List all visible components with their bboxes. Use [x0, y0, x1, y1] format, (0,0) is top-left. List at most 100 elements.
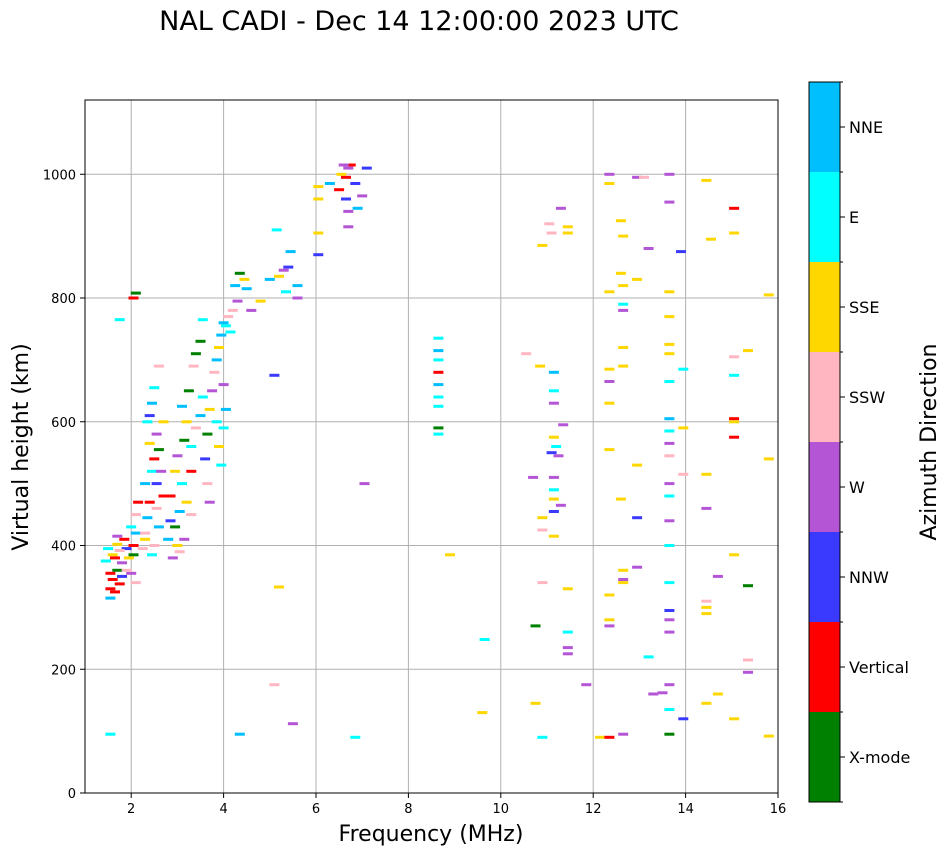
data-point: [186, 445, 197, 448]
data-point: [548, 435, 559, 439]
data-point: [712, 692, 723, 696]
data-point: [729, 717, 740, 721]
data-point: [269, 683, 280, 687]
data-point: [639, 175, 649, 179]
data-point: [712, 574, 723, 578]
data-point: [729, 420, 740, 424]
data-point: [343, 209, 354, 213]
data-point: [678, 426, 689, 430]
data-point: [537, 243, 548, 247]
y-tick-label: 1000: [43, 168, 76, 183]
data-point: [338, 163, 349, 167]
data-point: [172, 454, 183, 458]
colorbar-label: SSE: [849, 298, 879, 317]
data-point: [615, 219, 626, 223]
data-point: [130, 531, 141, 535]
data-point: [287, 722, 298, 726]
data-point: [562, 630, 573, 634]
data-point: [149, 457, 160, 461]
data-point: [165, 494, 176, 498]
x-tick-label: 14: [677, 802, 694, 817]
data-point: [142, 516, 153, 520]
data-point: [555, 206, 566, 210]
data-point: [128, 553, 139, 557]
colorbar-segment: [809, 262, 840, 352]
data-point: [632, 463, 643, 467]
data-point: [701, 178, 712, 182]
data-point: [632, 175, 643, 179]
data-point: [548, 488, 559, 492]
data-point: [729, 355, 740, 359]
colorbar-segment: [809, 622, 840, 712]
data-point: [140, 531, 151, 535]
data-point: [350, 735, 361, 739]
data-point: [151, 432, 162, 436]
data-point: [202, 482, 213, 486]
x-tick-label: 2: [127, 802, 135, 817]
data-point: [678, 367, 689, 371]
colorbar-label: SSW: [849, 388, 885, 407]
data-point: [555, 503, 566, 507]
data-point: [274, 585, 284, 589]
data-point: [643, 247, 654, 250]
data-point: [165, 519, 176, 523]
data-point: [156, 469, 167, 473]
colorbar-segment: [809, 352, 840, 442]
data-point: [158, 420, 169, 424]
data-point: [144, 500, 155, 504]
data-point: [183, 389, 194, 393]
data-point: [264, 277, 275, 281]
data-point: [604, 380, 615, 383]
data-point: [477, 711, 488, 715]
data-point: [528, 475, 539, 479]
data-point: [664, 618, 675, 622]
data-point: [664, 200, 675, 204]
data-point: [678, 717, 689, 721]
y-tick-label: 800: [51, 292, 76, 307]
data-point: [664, 315, 675, 319]
data-point: [604, 618, 615, 622]
data-point: [153, 525, 164, 529]
data-point: [186, 513, 197, 517]
data-points: [100, 163, 774, 739]
data-point: [218, 321, 229, 325]
plot-frame: [84, 99, 779, 794]
data-point: [209, 370, 220, 374]
data-point: [313, 253, 324, 257]
data-point: [140, 537, 151, 541]
data-point: [546, 451, 557, 455]
colorbar-segment: [809, 532, 840, 622]
data-point: [112, 534, 123, 538]
data-point: [292, 296, 303, 300]
data-point: [701, 701, 712, 705]
data-point: [197, 395, 208, 399]
data-point: [110, 556, 120, 560]
colorbar-segment: [809, 712, 840, 802]
data-point: [604, 735, 615, 739]
data-point: [701, 506, 712, 510]
data-point: [107, 578, 118, 581]
data-point: [433, 432, 444, 436]
data-point: [214, 445, 224, 448]
data-point: [537, 581, 548, 585]
data-point: [216, 333, 227, 337]
x-tick-label: 12: [585, 802, 602, 817]
data-point: [147, 469, 157, 473]
data-point: [158, 494, 169, 498]
data-point: [121, 547, 132, 551]
data-point: [117, 561, 127, 565]
data-point: [615, 497, 626, 501]
data-point: [548, 510, 559, 513]
data-point: [177, 404, 187, 408]
data-point: [618, 346, 629, 349]
data-point: [190, 352, 201, 356]
data-point: [581, 683, 592, 687]
data-point: [743, 584, 753, 588]
colorbar-frame: [808, 81, 841, 803]
data-point: [172, 544, 183, 547]
data-point: [211, 420, 222, 424]
data-point: [223, 315, 234, 319]
data-point: [729, 231, 740, 235]
data-point: [123, 556, 134, 560]
data-point: [220, 407, 231, 411]
